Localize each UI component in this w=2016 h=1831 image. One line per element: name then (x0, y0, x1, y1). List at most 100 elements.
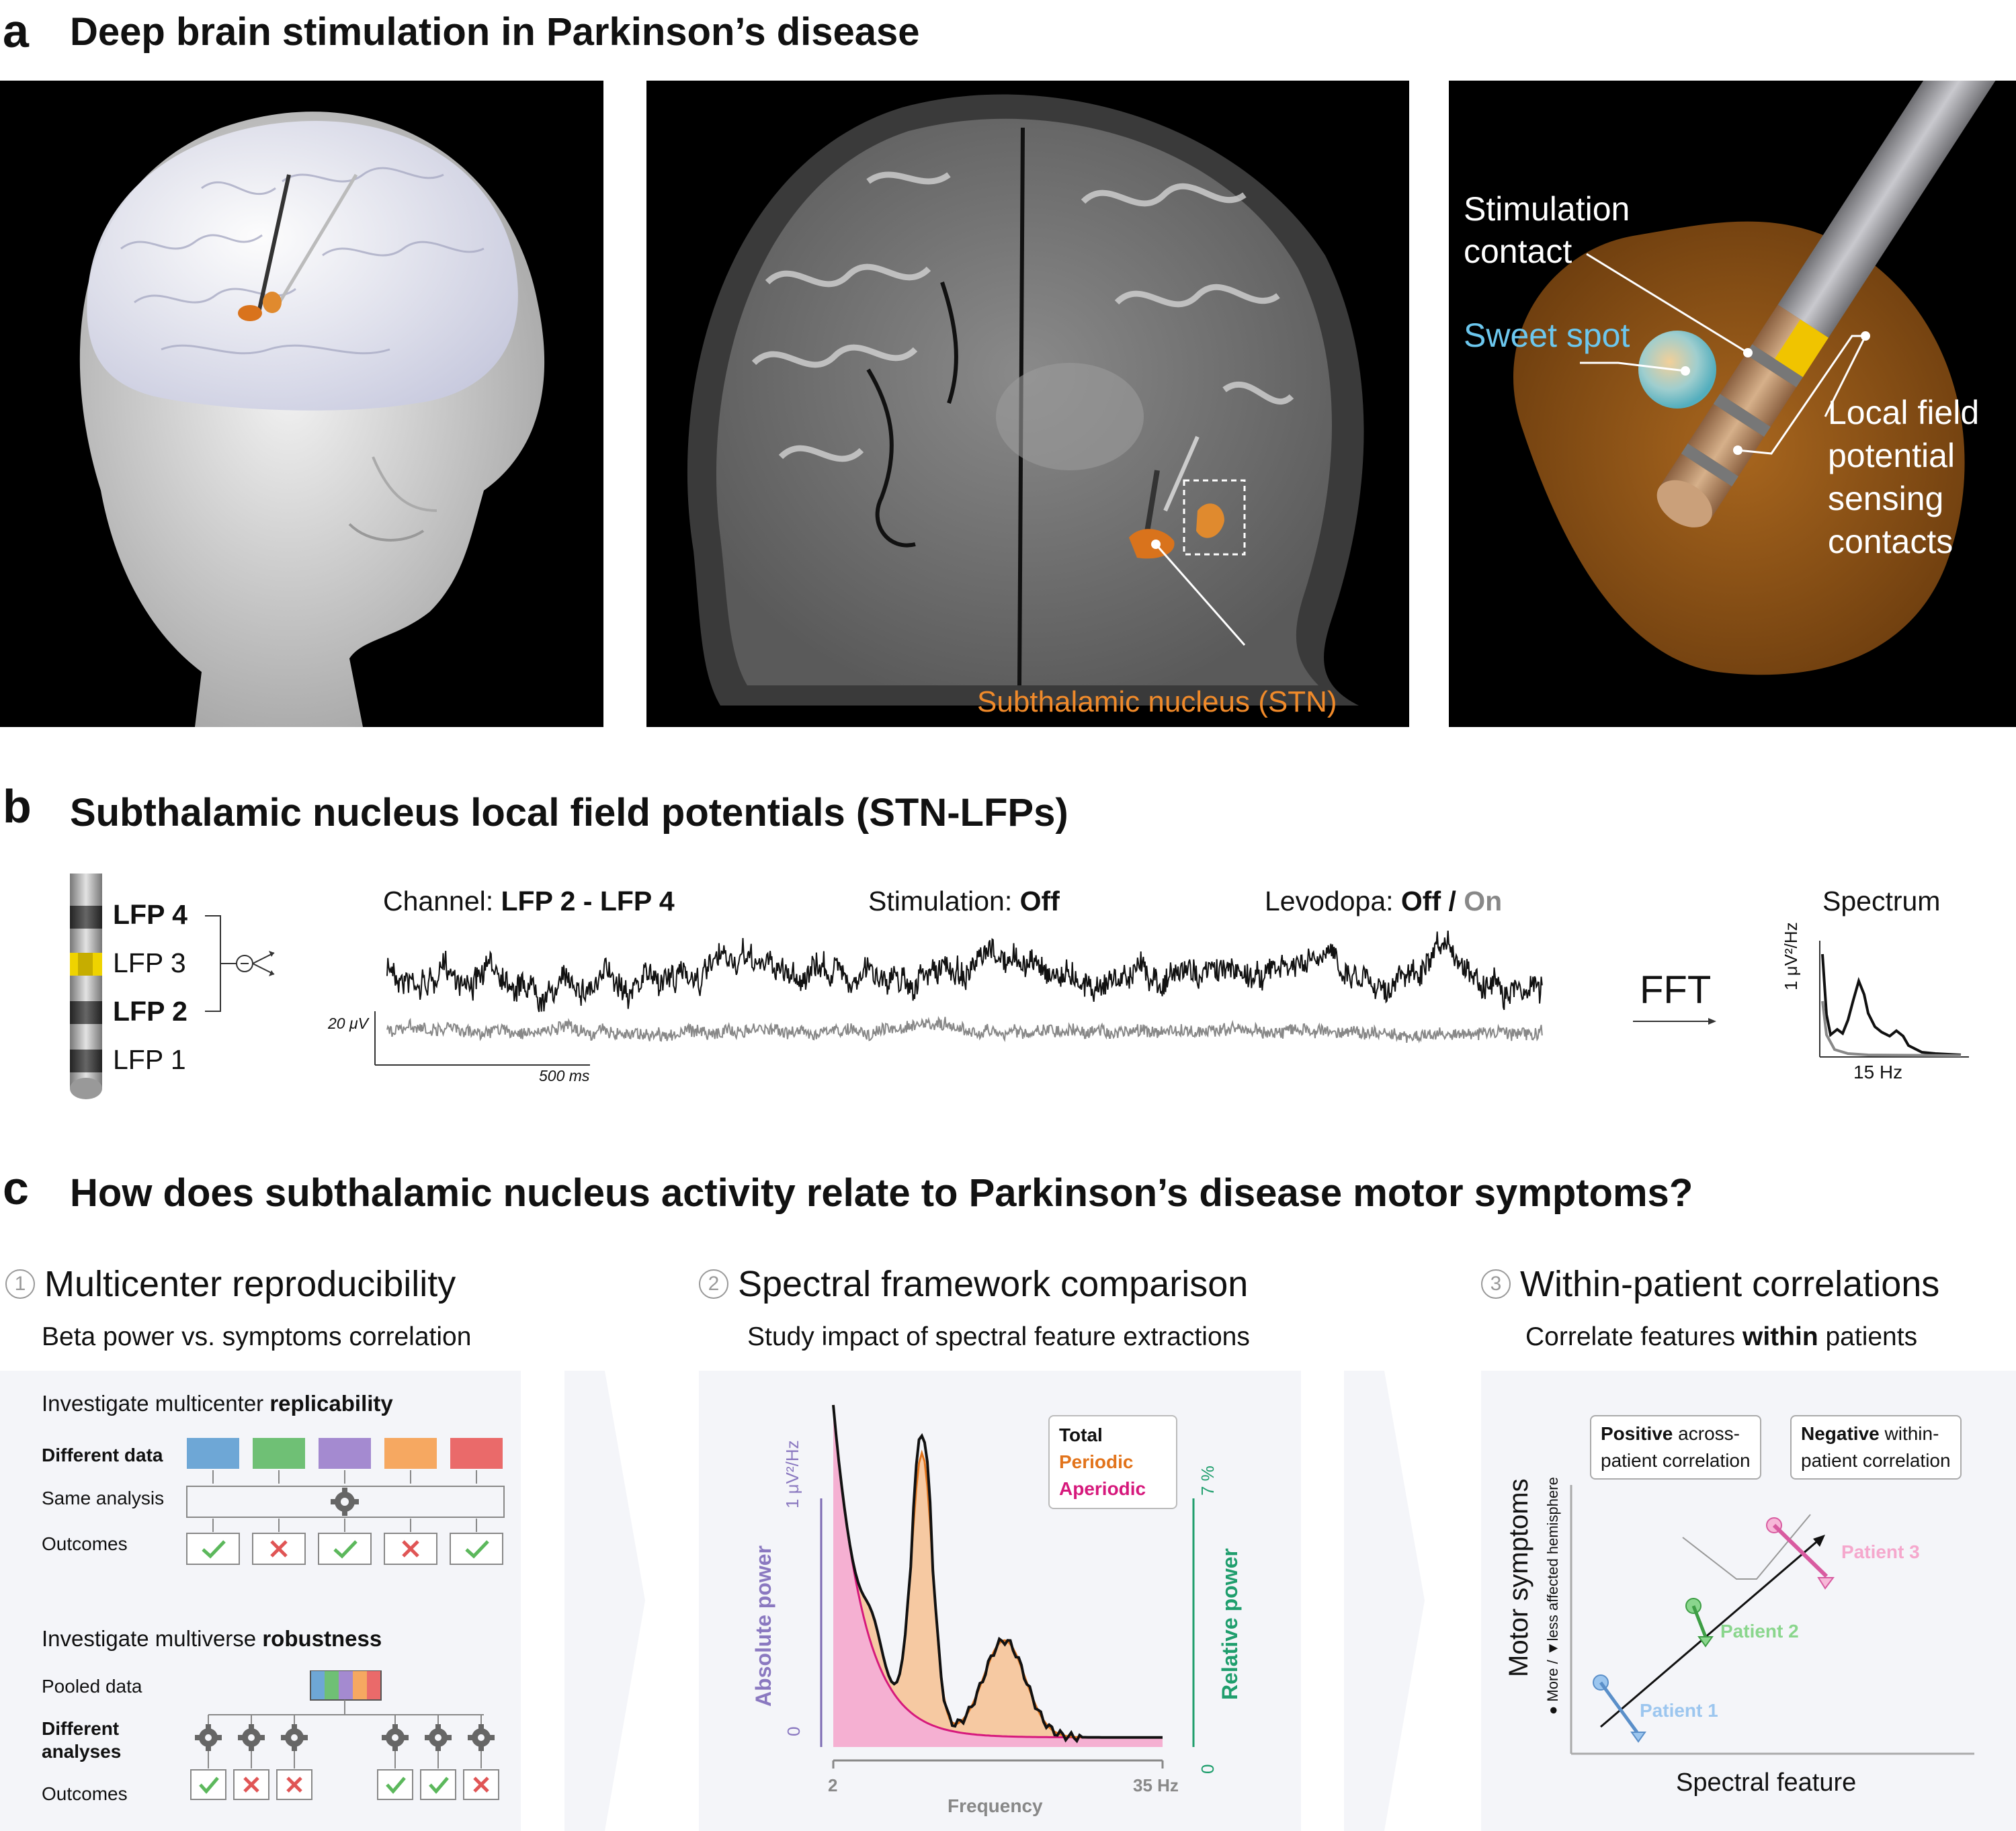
electrode-diagram (70, 874, 275, 1099)
lfp-label-line4: contacts (1828, 523, 1954, 560)
pooled-label: Pooled data (42, 1676, 142, 1697)
gear-icon (238, 1724, 265, 1751)
contact-lfp1: LFP 1 (113, 1044, 186, 1075)
diff-an-line2: analyses (42, 1741, 122, 1762)
robustness-diagram (190, 1670, 499, 1800)
legend-periodic: Periodic (1059, 1451, 1134, 1472)
inv2-bold: robustness (262, 1626, 382, 1651)
col2-number: 2 (699, 1269, 728, 1299)
spectrum-title: Spectrum (1822, 886, 1941, 917)
channel-header: Channel: LFP 2 - LFP 4 (383, 886, 675, 917)
replicability-diagram (186, 1438, 505, 1565)
levodopa-off: Off / (1400, 886, 1456, 917)
legend-aperiodic: Aperiodic (1059, 1478, 1146, 1499)
lfp-label-line1: Local field (1828, 394, 1980, 431)
sweet-spot-label: Sweet spot (1464, 316, 1630, 354)
spectrum-ylabel: 1 μV²/Hz (1781, 922, 1801, 990)
stim-contact-line1: Stimulation (1464, 190, 1630, 228)
diff-analyses-label: Different analyses (42, 1717, 121, 1763)
col2-title: Spectral framework comparison (738, 1264, 1249, 1304)
same-analysis-label: Same analysis (42, 1488, 165, 1508)
panel-c-letter: c (3, 1162, 29, 1214)
xtick-2: 2 (828, 1775, 838, 1795)
contact-lfp4: LFP 4 (113, 899, 187, 930)
frequency-xlabel: Frequency (948, 1795, 1043, 1816)
gear-icon (382, 1724, 409, 1751)
col3-number: 3 (1481, 1269, 1511, 1299)
col3-header: 3 Within-patient correlations (1481, 1263, 1939, 1305)
rel-ytick-bot: 0 (1198, 1764, 1218, 1774)
inv2-text: Investigate multiverse robustness (42, 1626, 382, 1652)
dataset-4-swatch (384, 1438, 437, 1469)
col3-sub-pre: Correlate features (1525, 1322, 1742, 1351)
gear-icon (468, 1724, 495, 1751)
col2-header: 2 Spectral framework comparison (699, 1263, 1248, 1305)
diff-data-label: Different data (42, 1445, 163, 1465)
inv1-text: Investigate multicenter replicability (42, 1391, 393, 1416)
motor-symptoms-ylabel: Motor symptoms (1504, 1478, 1534, 1677)
stn-label: Subthalamic nucleus (STN) (977, 685, 1337, 718)
positive-box: Positive across- patient correlation (1590, 1415, 1761, 1480)
col3-title: Within-patient correlations (1520, 1264, 1940, 1304)
spectrum-xtick: 15 Hz (1853, 1062, 1903, 1082)
lfp-label-line2: potential (1828, 437, 1956, 474)
col1-subtitle: Beta power vs. symptoms correlation (42, 1322, 472, 1351)
levodopa-label: Levodopa: (1265, 886, 1401, 917)
patient-2-label: Patient 2 (1720, 1621, 1799, 1642)
chevron-2-icon (1344, 1371, 1425, 1831)
spectrum-plot (1819, 941, 1969, 1058)
trace-levodopa-off (386, 931, 1543, 1013)
scale-uv: 20 μV (328, 1015, 368, 1032)
positive-bold: Positive (1601, 1423, 1673, 1444)
stim-contact-line2: contact (1464, 232, 1572, 270)
patient-3-label: Patient 3 (1841, 1541, 1920, 1562)
outcomes-label-1: Outcomes (42, 1533, 128, 1554)
col3-sub-post: patients (1818, 1322, 1918, 1351)
stim-label: Stimulation: (868, 886, 1020, 917)
lfp-traces (374, 931, 1543, 1066)
panel-a-letter: a (3, 5, 29, 57)
negative-box: Negative within- patient correlation (1790, 1415, 1962, 1480)
dataset-3-swatch (319, 1438, 371, 1469)
levodopa-header: Levodopa: Off / On (1265, 886, 1502, 917)
trace-levodopa-on (386, 1015, 1543, 1044)
aperiodic-area (833, 1405, 1163, 1747)
dataset-2-swatch (253, 1438, 305, 1469)
outcomes-label-2: Outcomes (42, 1783, 128, 1804)
diff-an-line1: Different (42, 1718, 120, 1739)
dataset-5-swatch (450, 1438, 503, 1469)
panel-a-title: Deep brain stimulation in Parkinson’s di… (70, 10, 920, 54)
head-render-image (0, 81, 603, 727)
fft-label: FFT (1640, 968, 1712, 1012)
panel-b-letter: b (3, 780, 32, 833)
channel-label: Channel: (383, 886, 501, 917)
xtick-35: 35 Hz (1133, 1775, 1179, 1795)
negative-bold: Negative (1801, 1423, 1880, 1444)
abs-ytick-top: 1 μV²/Hz (782, 1440, 802, 1508)
col3-subtitle: Correlate features within patients (1525, 1322, 1917, 1352)
gear-icon (425, 1724, 452, 1751)
stim-contact-label: Stimulation contact (1464, 188, 1630, 273)
gear-icon (331, 1488, 359, 1516)
abs-power-ylabel: Absolute power (751, 1545, 775, 1707)
panel-c-title: How does subthalamic nucleus activity re… (70, 1171, 1693, 1215)
col1-header: 1 Multicenter reproducibility (5, 1263, 456, 1305)
positive-line2: patient correlation (1601, 1450, 1751, 1471)
lfp-label-line3: sensing (1828, 480, 1944, 517)
chevron-1-icon (564, 1371, 645, 1831)
channel-value: LFP 2 - LFP 4 (501, 886, 675, 917)
motor-symptoms-ysub: ● More / ▼less affected hemisphere (1544, 1477, 1561, 1715)
positive-line1: Positive across- (1601, 1420, 1751, 1447)
dataset-1-swatch (187, 1438, 239, 1469)
gear-icon (281, 1724, 308, 1751)
negative-rest1: within- (1879, 1423, 1939, 1444)
col2-subtitle: Study impact of spectral feature extract… (747, 1322, 1250, 1351)
legend-box: Total Periodic Aperiodic (1048, 1415, 1177, 1509)
inv1-pre: Investigate multicenter (42, 1391, 270, 1416)
col1-title: Multicenter reproducibility (44, 1264, 456, 1304)
negative-line1: Negative within- (1801, 1420, 1951, 1447)
contact-lfp2: LFP 2 (113, 996, 187, 1027)
inv2-pre: Investigate multiverse (42, 1626, 263, 1651)
gear-icon (195, 1724, 222, 1751)
col1-number: 1 (5, 1269, 35, 1299)
